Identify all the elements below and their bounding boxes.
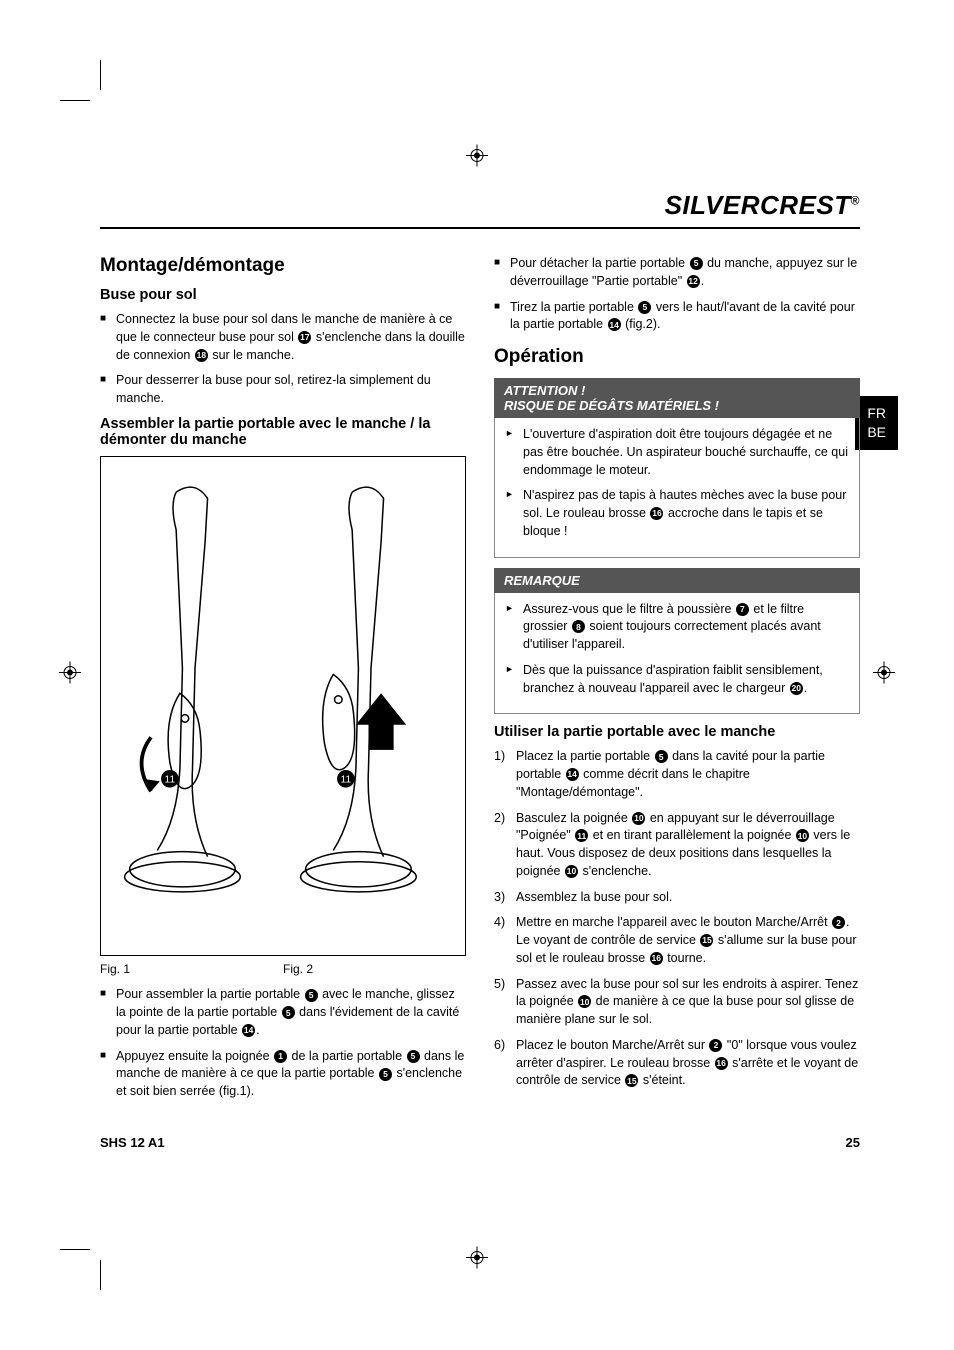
page-footer: SHS 12 A1 25 [100,1135,860,1150]
crop-mark [60,100,90,101]
list-item: Mettre en marche l'appareil avec le bout… [494,914,860,967]
list-item: Pour desserrer la buse pour sol, retirez… [100,372,466,408]
ref-icon: 2 [709,1039,722,1052]
list-item: Basculez la poignée 10 en appuyant sur l… [494,810,860,881]
note-header: REMARQUE [494,568,860,593]
svg-text:11: 11 [165,774,176,785]
list-item: Pour assembler la partie portable 5 avec… [100,986,466,1039]
ref-icon: 5 [655,750,668,763]
brand-name: SILVERCREST [665,190,851,220]
heading-assembler: Assembler la partie portable avec le man… [100,416,466,448]
ref-icon: 2 [832,916,845,929]
ref-icon: 16 [650,952,663,965]
list-item: Pour détacher la partie portable 5 du ma… [494,255,860,291]
list-item: Placez la partie portable 5 dans la cavi… [494,748,860,801]
page-number: 25 [846,1135,860,1150]
ref-icon: 10 [565,865,578,878]
brand-header: SILVERCREST® [100,190,860,229]
ref-icon: 16 [715,1057,728,1070]
list-item: Dès que la puissance d'aspiration faibli… [505,662,849,698]
lang-code: BE [867,423,886,442]
left-column: Montage/démontage Buse pour sol Connecte… [100,255,466,1109]
list-item: Assemblez la buse pour sol. [494,889,860,907]
brand-mark: ® [851,193,860,207]
ref-icon: 14 [608,318,621,331]
ref-icon: 7 [736,603,749,616]
registration-mark-icon [466,1247,488,1274]
warning-body: L'ouverture d'aspiration doit être toujo… [494,418,860,558]
ref-icon: 15 [625,1074,638,1087]
ref-icon: 11 [575,829,588,842]
fig-label: Fig. 2 [283,962,313,976]
list-item: Passez avec la buse pour sol sur les end… [494,976,860,1029]
list-item: Appuyez ensuite la poignée 1 de la parti… [100,1048,466,1101]
warning-header: ATTENTION ! RISQUE DE DÉGÂTS MATÉRIELS ! [494,378,860,418]
ref-icon: 8 [572,620,585,633]
vacuum-diagram-icon: 11 11 [107,467,459,945]
ref-icon: 15 [700,934,713,947]
list-item: L'ouverture d'aspiration doit être toujo… [505,426,849,479]
fig-label: Fig. 1 [100,962,283,976]
ref-icon: 12 [687,275,700,288]
heading-operation: Opération [494,346,860,368]
model-number: SHS 12 A1 [100,1135,165,1150]
crop-mark [100,60,101,90]
ref-icon: 10 [632,812,645,825]
crop-mark [60,1249,90,1250]
right-column: Pour détacher la partie portable 5 du ma… [494,255,860,1109]
list-item: Assurez-vous que le filtre à poussière 7… [505,601,849,654]
list-item: Placez le bouton Marche/Arrêt sur 2 "0" … [494,1037,860,1090]
ref-icon: 10 [796,829,809,842]
figure-labels: Fig. 1 Fig. 2 [100,962,466,976]
heading-buse: Buse pour sol [100,287,466,303]
language-tab: FR BE [855,396,898,450]
heading-utiliser: Utiliser la partie portable avec le manc… [494,724,860,740]
list-item: Connectez la buse pour sol dans le manch… [100,311,466,364]
crop-mark [100,1260,101,1290]
lang-code: FR [867,404,886,423]
registration-mark-icon [59,662,81,689]
ref-icon: 5 [305,989,318,1002]
note-body: Assurez-vous que le filtre à poussière 7… [494,593,860,715]
list-item: N'aspirez pas de tapis à hautes mèches a… [505,487,849,540]
ref-icon: 5 [282,1006,295,1019]
ref-icon: 10 [578,995,591,1008]
list-item: Tirez la partie portable 5 vers le haut/… [494,299,860,335]
ref-icon: 16 [650,507,663,520]
ref-icon: 5 [690,257,703,270]
ref-icon: 14 [566,768,579,781]
ref-icon: 5 [638,301,651,314]
ref-icon: 5 [407,1050,420,1063]
svg-text:11: 11 [341,774,352,785]
ref-icon: 1 [274,1050,287,1063]
ref-icon: 14 [242,1024,255,1037]
ref-icon: 17 [298,331,311,344]
figure-box: 11 11 [100,456,466,957]
ref-icon: 20 [790,682,803,695]
registration-mark-icon [873,662,895,689]
ref-icon: 18 [195,349,208,362]
page-content: SILVERCREST® Montage/démontage Buse pour… [100,100,860,1150]
ref-icon: 5 [379,1068,392,1081]
heading-montage: Montage/démontage [100,255,466,277]
